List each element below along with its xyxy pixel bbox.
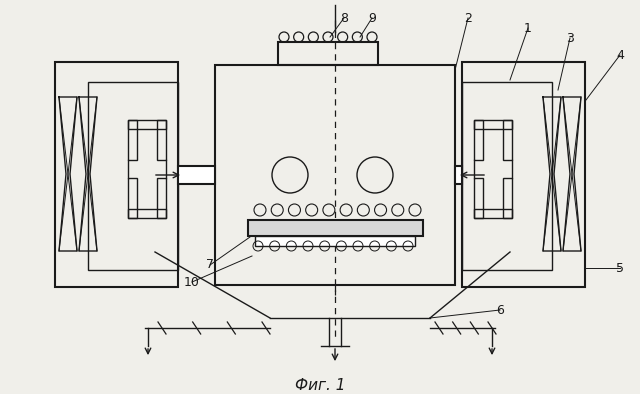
Bar	[462, 82, 552, 270]
Text: 1: 1	[524, 22, 532, 35]
Bar	[88, 82, 178, 270]
Text: 8: 8	[340, 11, 348, 24]
Bar	[474, 120, 512, 129]
Bar	[215, 65, 455, 285]
Text: Фиг. 1: Фиг. 1	[295, 377, 345, 392]
Text: 7: 7	[206, 258, 214, 271]
Bar	[157, 120, 166, 160]
Text: 3: 3	[566, 32, 574, 45]
Text: 9: 9	[368, 11, 376, 24]
Bar	[128, 209, 166, 218]
Bar	[255, 236, 415, 246]
Bar	[474, 178, 483, 218]
Text: 6: 6	[496, 303, 504, 316]
Bar	[157, 178, 166, 218]
Bar	[462, 62, 585, 287]
Text: 5: 5	[616, 262, 624, 275]
Bar	[178, 166, 215, 184]
Bar	[248, 220, 423, 236]
Bar	[503, 120, 512, 160]
Bar	[128, 120, 166, 129]
Bar	[55, 62, 178, 287]
Bar	[503, 178, 512, 218]
Bar	[455, 166, 462, 184]
Bar	[128, 178, 137, 218]
Text: 4: 4	[616, 48, 624, 61]
Bar	[474, 120, 483, 160]
Text: 10: 10	[184, 275, 200, 288]
Text: 2: 2	[464, 11, 472, 24]
Bar	[474, 209, 512, 218]
Bar	[278, 42, 378, 65]
Bar	[128, 120, 137, 160]
